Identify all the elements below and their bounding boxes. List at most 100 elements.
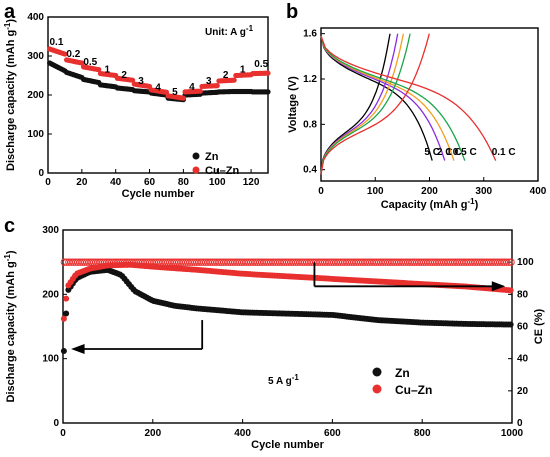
- panel-b-curve-label: 5 C: [424, 147, 440, 158]
- panel-c-ytick-label: 100: [42, 354, 59, 365]
- panel-c-y2tick-label: 40: [517, 354, 529, 365]
- panel-a-rate-label: 1: [240, 64, 246, 75]
- panel-a-rate-label: 5: [172, 87, 178, 98]
- panel-b-xtick-label: 300: [475, 186, 492, 197]
- panel-b-curve-label: 2 C: [437, 147, 453, 158]
- panel-a-rate-label: 0.5: [254, 59, 268, 70]
- panel-c-ylabel: Discharge capacity (mAh g-1): [3, 250, 17, 402]
- panel-a-rate-label: 0.1: [50, 37, 64, 48]
- panel-c-ce-point: [505, 258, 513, 266]
- panel-a-label: a: [4, 1, 16, 23]
- panel-c-y2tick-label: 0: [517, 418, 523, 429]
- panel-b-discharge-curve: [320, 35, 433, 161]
- panel-b-xtick-label: 100: [367, 186, 384, 197]
- panel-a-ytick-label: 200: [27, 90, 44, 101]
- panel-c-point-zn: [63, 310, 70, 317]
- panel-b-curve-label: 0.1 C: [492, 147, 516, 158]
- panel-c-ytick-label: 0: [53, 418, 59, 429]
- panel-a-legend-marker-cuzn: [192, 166, 200, 174]
- panel-c-legend-marker-zn: [372, 367, 382, 377]
- panel-b-xtick-label: 400: [530, 186, 547, 197]
- panel-a-xtick-label: 20: [76, 177, 88, 188]
- panel-a-ytick-label: 100: [27, 129, 44, 140]
- panel-a-unit-note: Unit: A g-1: [205, 24, 254, 38]
- panel-c-ytick-label: 300: [42, 225, 59, 236]
- panel-c-point-cuzn: [63, 295, 70, 302]
- panel-c-point-cuzn: [60, 315, 67, 322]
- panel-a-ytick-label: 300: [27, 51, 44, 62]
- panel-c-xtick-label: 600: [324, 428, 341, 439]
- panel-c-rate-note: 5 A g-1: [268, 373, 299, 387]
- panel-a-xtick-label: 40: [110, 177, 122, 188]
- panel-a-rate-label: 0.5: [83, 57, 97, 68]
- panel-a-point-cuzn: [180, 95, 186, 101]
- panel-b-ytick-label: 0.4: [303, 165, 317, 176]
- panel-c-y2tick-label: 20: [517, 386, 529, 397]
- panel-a-point-cuzn: [265, 70, 271, 76]
- panel-c-label: c: [4, 215, 15, 237]
- panel-a-ytick-label: 400: [27, 12, 44, 23]
- panel-c-point-cuzn: [507, 287, 514, 294]
- panel-a-rate-label: 2: [223, 70, 229, 81]
- panel-b-charge-curve: [320, 33, 399, 175]
- panel-c-xtick-label: 0: [60, 428, 66, 439]
- panel-c-point-zn: [507, 321, 514, 328]
- panel-c-xtick-label: 200: [144, 428, 161, 439]
- panel-a-legend-zn: Zn: [205, 151, 219, 163]
- panel-c-y2tick-label: 100: [517, 257, 534, 268]
- panel-a-point-cuzn: [130, 77, 136, 83]
- panel-a-point-cuzn: [214, 83, 220, 89]
- panel-a-rate-label: 3: [138, 76, 144, 87]
- panel-a-point-cuzn: [62, 51, 68, 57]
- panel-b-ylabel: Voltage (V): [287, 76, 299, 133]
- panel-b-discharge-curve: [320, 35, 497, 161]
- panel-c-ytick-label: 200: [42, 289, 59, 300]
- panel-b-charge-curve: [320, 33, 405, 175]
- panel-a-rate-label: 2: [121, 70, 127, 81]
- panel-b-charge-curve: [320, 33, 430, 175]
- panel-b-charge-curve: [320, 33, 391, 175]
- panel-a-point-cuzn: [197, 88, 203, 94]
- panel-c-y2tick-label: 60: [517, 322, 529, 333]
- panel-a-rate-label: 4: [155, 82, 161, 93]
- panel-c-xtick-label: 1000: [501, 428, 524, 439]
- panel-a-rate-label: 1: [104, 64, 110, 75]
- panel-b-xtick-label: 200: [421, 186, 438, 197]
- panel-b-axes: [320, 27, 539, 182]
- panel-c-y2tick-label: 80: [517, 289, 529, 300]
- panel-a-point-cuzn: [96, 67, 102, 73]
- panel-a-legend-marker-zn: [192, 152, 200, 160]
- panel-a-point-zn: [265, 89, 271, 95]
- panel-b-label: b: [286, 1, 298, 23]
- panel-b-discharge-curve: [320, 35, 446, 161]
- panel-b-charge-curve: [320, 33, 411, 175]
- panel-c-legend-cuzn: Cu–Zn: [395, 383, 432, 397]
- panel-c-xtick-label: 800: [414, 428, 431, 439]
- panel-c-ce-point: [507, 258, 515, 266]
- panel-a-ylabel: Discharge capacity (mAh g-1): [3, 19, 17, 171]
- panel-c-y2label: CE (%): [533, 308, 545, 344]
- panel-a-ytick-label: 0: [38, 168, 44, 179]
- panel-b-discharge-curve: [320, 35, 466, 161]
- panel-a-xtick-label: 120: [243, 177, 260, 188]
- panel-b-ytick-label: 1.2: [303, 74, 317, 85]
- panel-b-curve-label: 0.5 C: [453, 147, 477, 158]
- panel-c-xlabel: Cycle number: [251, 439, 324, 451]
- panel-a-rate-label: 4: [189, 82, 195, 93]
- panel-a-xtick-label: 0: [45, 177, 51, 188]
- panel-b-discharge-curve: [320, 35, 455, 161]
- panel-b-ytick-label: 1.6: [303, 29, 317, 40]
- panel-b-xlabel: Capacity (mAh g-1): [381, 197, 479, 211]
- panel-a-legend-cuzn: Cu–Zn: [205, 165, 240, 177]
- panel-c-xtick-label: 400: [234, 428, 251, 439]
- panel-c-arrow-cap-head: [71, 344, 85, 355]
- panel-a-point-cuzn: [231, 77, 237, 83]
- panel-c-legend-zn: Zn: [395, 366, 410, 380]
- panel-a-xtick-label: 100: [209, 177, 226, 188]
- panel-c-arrow-ce-head: [491, 281, 506, 292]
- panel-a-rate-label: 0.2: [66, 49, 80, 60]
- panel-a-xtick-label: 80: [178, 177, 190, 188]
- panel-a-rate-label: 3: [206, 76, 212, 87]
- panel-c-ce-point: [502, 258, 511, 266]
